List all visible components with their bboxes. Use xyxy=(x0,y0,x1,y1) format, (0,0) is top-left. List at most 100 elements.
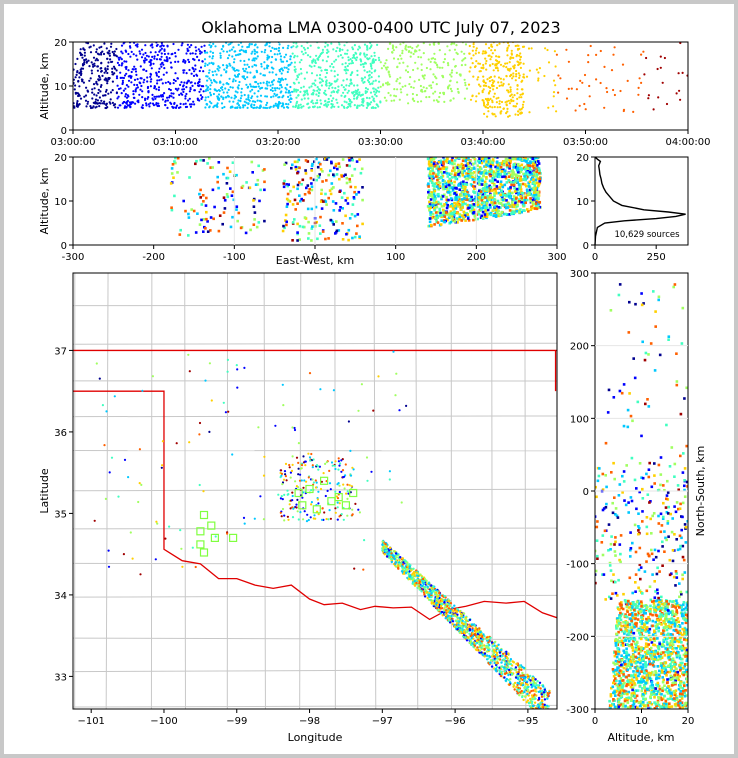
ew-height-xlabel: East-West, km xyxy=(276,254,354,267)
source-point xyxy=(445,195,448,199)
source-point xyxy=(223,68,226,71)
source-point xyxy=(252,199,255,202)
source-point xyxy=(427,189,431,192)
source-point xyxy=(470,57,473,60)
source-point xyxy=(315,74,319,77)
source-point xyxy=(484,196,487,199)
source-point xyxy=(506,68,509,71)
source-point xyxy=(492,95,495,98)
source-point xyxy=(105,102,108,105)
source-point xyxy=(517,61,520,64)
source-point xyxy=(474,100,478,103)
source-point xyxy=(497,657,500,661)
source-point xyxy=(449,179,453,182)
source-point xyxy=(256,178,260,182)
source-point xyxy=(517,193,520,196)
source-point xyxy=(461,204,464,207)
source-point xyxy=(194,68,197,71)
source-point xyxy=(501,84,504,87)
source-point xyxy=(466,165,470,169)
source-point xyxy=(413,99,416,103)
source-point xyxy=(249,228,252,232)
source-point xyxy=(442,204,446,208)
source-point xyxy=(172,96,175,99)
source-point xyxy=(529,199,532,203)
source-point xyxy=(130,76,133,79)
source-point xyxy=(510,49,513,52)
source-point xyxy=(106,82,109,85)
source-point xyxy=(478,168,482,171)
source-point xyxy=(155,44,158,48)
source-point xyxy=(417,55,420,59)
source-point xyxy=(534,186,537,190)
source-point xyxy=(98,105,101,108)
source-point xyxy=(499,166,503,169)
source-point xyxy=(536,710,538,712)
source-point xyxy=(175,104,179,107)
ew-tick-label: -300 xyxy=(62,252,85,263)
source-point xyxy=(501,175,504,179)
source-point xyxy=(522,73,525,76)
source-point xyxy=(443,58,446,61)
source-point xyxy=(126,94,129,97)
source-point xyxy=(260,65,263,68)
source-point xyxy=(430,193,433,196)
source-point xyxy=(200,45,203,48)
source-point xyxy=(496,211,499,215)
source-point xyxy=(75,73,78,76)
source-point xyxy=(508,165,512,168)
source-point xyxy=(369,91,373,94)
source-point xyxy=(528,111,531,114)
source-point xyxy=(228,77,231,80)
source-point xyxy=(475,95,478,98)
source-point xyxy=(76,100,79,103)
source-point xyxy=(349,78,352,81)
source-point xyxy=(441,66,444,69)
source-point xyxy=(364,90,367,93)
source-point xyxy=(659,66,662,69)
source-point xyxy=(520,111,524,114)
source-point xyxy=(127,69,130,72)
source-point xyxy=(489,659,493,662)
source-point xyxy=(275,47,278,51)
source-point xyxy=(453,204,457,208)
source-point xyxy=(149,80,152,83)
source-point xyxy=(530,178,533,181)
source-point xyxy=(341,207,344,210)
source-point xyxy=(529,208,533,211)
source-point xyxy=(333,105,336,108)
source-point xyxy=(334,202,338,205)
source-point xyxy=(351,71,354,74)
source-point xyxy=(665,102,669,106)
source-point xyxy=(445,159,448,163)
source-point xyxy=(211,55,215,58)
source-point xyxy=(245,101,248,104)
source-point xyxy=(393,88,396,91)
source-point xyxy=(430,164,433,167)
county-line xyxy=(415,273,419,709)
source-point xyxy=(443,203,446,206)
source-point xyxy=(245,83,248,86)
source-point xyxy=(494,157,497,159)
source-point xyxy=(206,51,209,54)
source-point xyxy=(488,179,492,183)
source-point xyxy=(323,157,327,161)
source-point xyxy=(86,42,90,45)
source-point xyxy=(242,104,245,107)
source-point xyxy=(91,88,94,91)
source-point xyxy=(159,63,162,66)
source-point xyxy=(279,84,282,87)
source-point xyxy=(114,67,117,70)
source-point xyxy=(512,182,516,185)
source-point xyxy=(465,181,468,185)
source-point xyxy=(495,86,499,90)
source-point xyxy=(160,65,163,68)
source-point xyxy=(275,104,278,107)
source-point xyxy=(537,194,540,197)
source-point xyxy=(297,158,301,162)
source-point xyxy=(177,48,180,51)
source-point xyxy=(522,204,526,207)
source-point xyxy=(505,172,508,176)
source-point xyxy=(390,99,393,102)
source-point xyxy=(434,58,437,61)
